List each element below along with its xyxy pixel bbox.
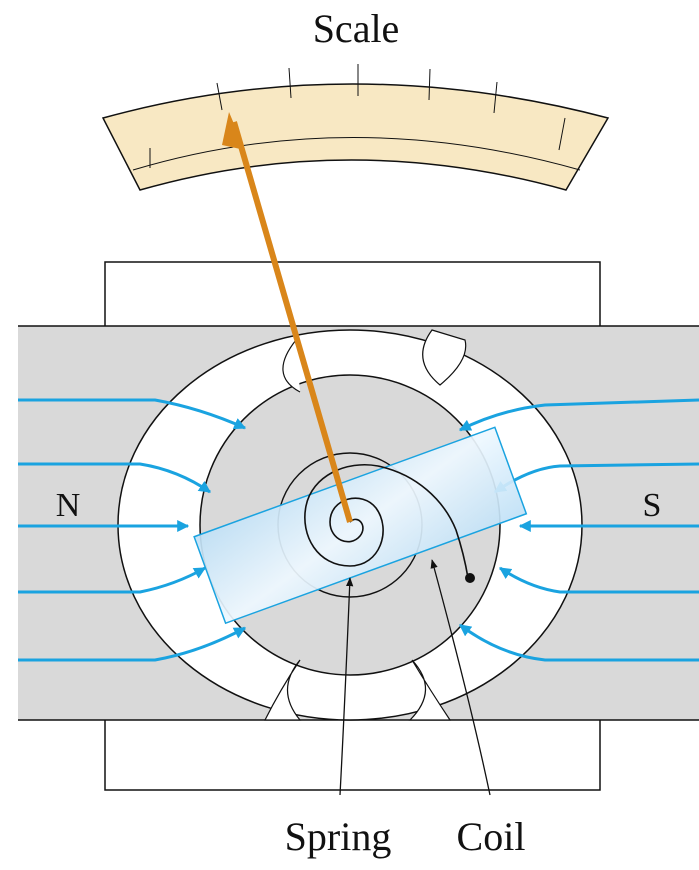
south-pole-label: S	[643, 487, 662, 524]
field-lines-north	[18, 398, 247, 662]
scale-arc	[101, 83, 610, 191]
lower-bracket	[104, 713, 601, 791]
core-notch-top-right	[422, 329, 467, 386]
field-line	[18, 566, 207, 594]
coil-label: Coil	[457, 814, 526, 859]
upper-bracket	[104, 261, 601, 333]
spring-label: Spring	[285, 814, 392, 859]
field-line	[18, 462, 211, 494]
spring-anchor-dot	[465, 573, 475, 583]
core-notch-bottom-left	[264, 659, 302, 721]
field-line	[459, 623, 699, 662]
field-line	[499, 566, 699, 594]
scale-inner-arc	[132, 137, 581, 171]
scale-label: Scale	[313, 6, 400, 51]
north-pole-label: N	[56, 487, 81, 524]
spring-leader	[339, 577, 354, 796]
pointer-tip-icon	[222, 112, 245, 150]
core-notch-top-left	[282, 339, 301, 393]
scale-ticks	[149, 64, 566, 168]
field-line	[18, 398, 247, 430]
core-notch-bottom-right	[408, 659, 452, 721]
field-line	[458, 398, 699, 432]
coil-rect	[193, 426, 528, 625]
coil-leader	[430, 559, 491, 796]
field-line	[18, 626, 247, 662]
pointer-needle	[231, 121, 353, 523]
spring-spiral	[304, 464, 469, 579]
magnet-body	[18, 326, 699, 721]
